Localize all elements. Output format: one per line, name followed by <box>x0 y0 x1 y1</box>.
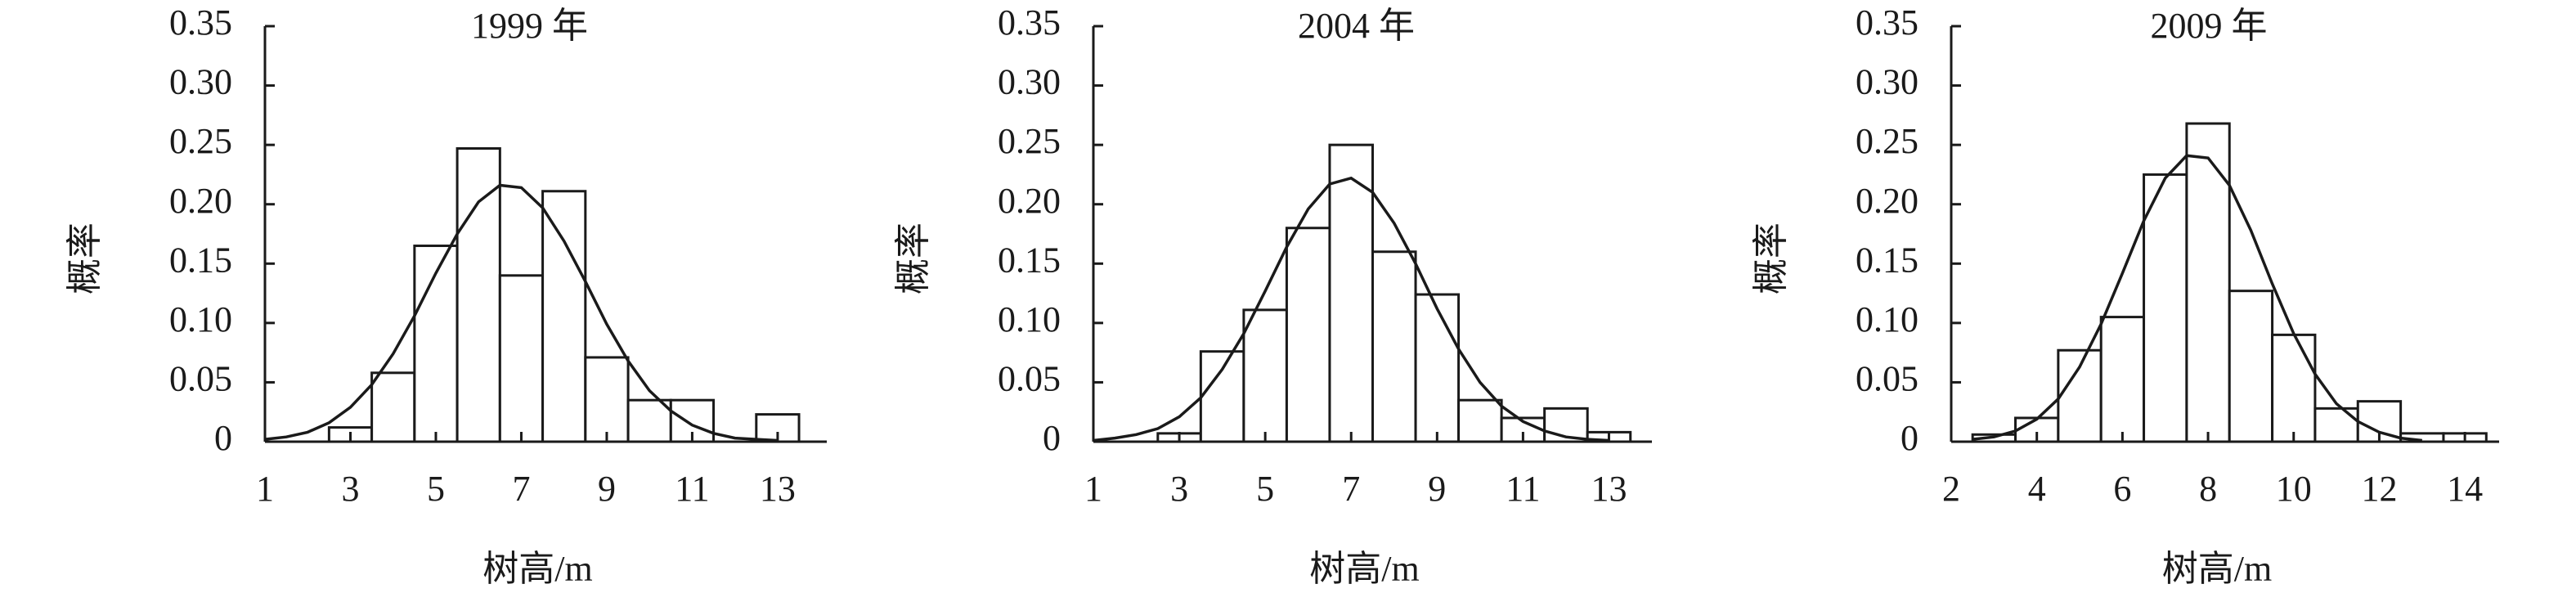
x-tick-label: 9 <box>1428 469 1446 509</box>
x-tick-label: 10 <box>2276 469 2312 509</box>
x-tick-label: 1 <box>1084 469 1102 509</box>
y-tick-label: 0.30 <box>169 62 232 102</box>
histogram-bar <box>626 398 672 443</box>
y-tick-label: 0.25 <box>169 121 232 161</box>
histogram-bar <box>1371 250 1417 443</box>
y-axis-label: 概率 <box>893 222 933 294</box>
histogram-bar <box>2099 316 2146 443</box>
x-tick-label: 5 <box>427 469 445 509</box>
y-tick-label: 0 <box>1901 418 1919 458</box>
panel: 00.050.100.150.200.250.300.351 3 5 7 9 11 1319… <box>65 2 827 589</box>
y-tick-label: 0.05 <box>169 359 232 399</box>
y-tick-label: 0.10 <box>1856 299 1919 339</box>
x-tick-label: 11 <box>1506 469 1540 509</box>
histogram-bar <box>1328 143 1375 443</box>
histogram-bar <box>2313 407 2359 443</box>
chart-title: 1999 年 <box>471 6 588 46</box>
histogram-bar <box>541 190 587 443</box>
y-tick-label: 0.35 <box>998 2 1061 43</box>
x-tick-label: 3 <box>1170 469 1188 509</box>
x-tick-label: 7 <box>512 469 530 509</box>
chart-title: 2004 年 <box>1298 6 1415 46</box>
fit-curve <box>1093 176 1609 443</box>
y-tick-label: 0.35 <box>169 2 232 43</box>
y-tick-label: 0.30 <box>998 62 1061 102</box>
x-tick-label: 13 <box>760 469 796 509</box>
x-tick-label: 11 <box>675 469 709 509</box>
y-tick-label: 0.20 <box>169 181 232 221</box>
histogram-bar <box>1285 227 1331 443</box>
x-tick-label: 6 <box>2113 469 2131 509</box>
y-tick-label: 0.20 <box>998 181 1061 221</box>
x-tick-label: 9 <box>598 469 616 509</box>
y-tick-label: 0.15 <box>169 240 232 280</box>
y-tick-label: 0 <box>214 418 232 458</box>
histogram-bar <box>1414 293 1461 443</box>
x-tick-label: 5 <box>1256 469 1274 509</box>
x-axis-label: 树高/m <box>2162 549 2272 589</box>
chart-title: 2009 年 <box>2151 6 2268 46</box>
histogram-bar <box>456 146 501 443</box>
histogram-bar <box>1457 398 1503 443</box>
x-axis-label: 树高/m <box>1309 549 1419 589</box>
x-tick-label: 4 <box>2028 469 2046 509</box>
fit-curve <box>1972 154 2422 443</box>
histogram-bar <box>2143 173 2188 443</box>
y-tick-label: 0.25 <box>998 121 1061 161</box>
histogram-bar <box>584 356 630 443</box>
histogram-bar <box>413 245 459 443</box>
y-tick-label: 0.20 <box>1856 181 1919 221</box>
fit-curve <box>264 183 778 443</box>
panel: 00.050.100.150.200.250.300.351 3 5 7 9 11 1320… <box>893 2 1652 589</box>
histogram-bar <box>498 274 545 443</box>
panel: 0 0.05 0.10 0.15 0.20 0.25 0.30 0.35 2 4 6 8 10 12 14 2… <box>1751 2 2499 589</box>
x-tick-label: 7 <box>1342 469 1360 509</box>
y-tick-label: 0 <box>1043 418 1061 458</box>
y-tick-label: 0.30 <box>1856 62 1919 102</box>
histogram-bar <box>370 371 416 443</box>
y-axis-label: 概率 <box>1751 222 1791 294</box>
histogram-bar <box>2271 333 2317 443</box>
x-tick-label: 12 <box>2361 469 2397 509</box>
y-tick-label: 0.10 <box>169 299 232 339</box>
histogram-bar <box>2185 122 2231 443</box>
x-tick-label: 1 <box>256 469 274 509</box>
y-tick-label: 0.15 <box>998 240 1061 280</box>
y-tick-label: 0.10 <box>998 299 1061 339</box>
y-tick-label: 0.35 <box>1856 2 1919 43</box>
histogram-bar <box>2228 290 2274 443</box>
y-tick-label: 0.15 <box>1856 240 1919 280</box>
y-tick-label: 0.05 <box>1856 359 1919 399</box>
x-tick-label: 14 <box>2447 469 2483 509</box>
x-tick-label: 8 <box>2199 469 2217 509</box>
y-axis-label: 概率 <box>65 222 105 294</box>
histogram-bar <box>1199 350 1245 443</box>
histogram-bar <box>1242 308 1288 443</box>
x-axis-label: 树高/m <box>482 549 592 589</box>
y-tick-label: 0.25 <box>1856 121 1919 161</box>
x-tick-label: 13 <box>1591 469 1627 509</box>
x-tick-label: 2 <box>1942 469 1960 509</box>
y-tick-label: 0.05 <box>998 359 1061 399</box>
x-tick-label: 3 <box>341 469 359 509</box>
